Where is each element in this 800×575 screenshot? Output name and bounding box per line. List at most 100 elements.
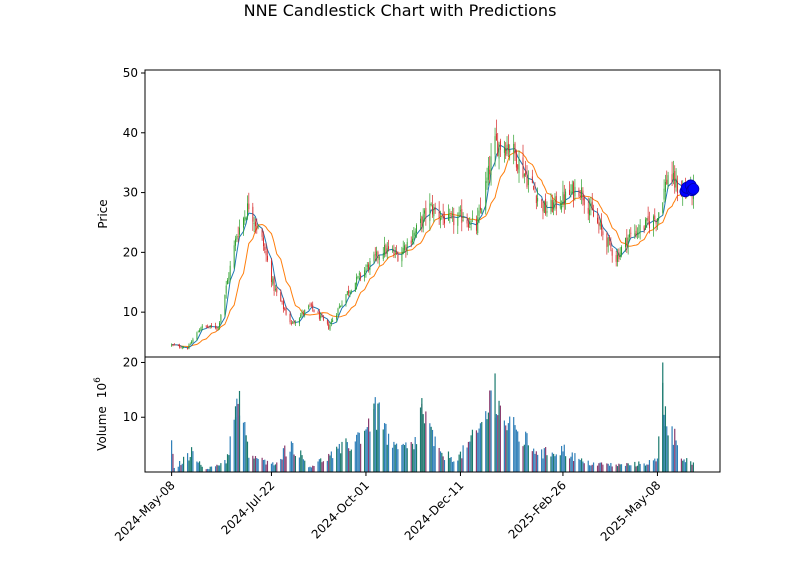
volume-bar xyxy=(357,432,359,472)
volume-bar xyxy=(290,441,293,472)
volume-bar xyxy=(505,425,507,472)
candle-body xyxy=(188,344,190,349)
volume-bar xyxy=(401,444,403,472)
candle-body xyxy=(354,282,356,292)
volume-bar xyxy=(321,462,323,472)
volume-bar xyxy=(274,464,277,472)
volume-bar xyxy=(639,463,641,472)
volume-bar xyxy=(385,423,387,472)
candle-body xyxy=(582,190,584,201)
candle-body xyxy=(313,309,315,312)
volume-bar xyxy=(583,463,585,472)
candle-body xyxy=(209,325,211,327)
volume-bar xyxy=(244,421,246,472)
volume-bar xyxy=(638,461,640,472)
candle-body xyxy=(276,288,278,293)
candle-body xyxy=(317,311,319,314)
volume-bar xyxy=(322,461,324,472)
candle-body xyxy=(462,220,464,222)
candle-body xyxy=(522,157,524,177)
candle-body xyxy=(207,326,209,328)
candle-body xyxy=(412,238,413,243)
candle-body xyxy=(236,236,238,240)
candle-body xyxy=(573,182,575,200)
candle-body xyxy=(225,285,227,294)
candle-body xyxy=(619,252,621,257)
candle-body xyxy=(247,203,248,217)
candle-body xyxy=(505,149,507,156)
volume-bar xyxy=(273,465,275,472)
candle-body xyxy=(360,274,362,278)
volume-bar xyxy=(600,462,603,472)
volume-bar xyxy=(365,429,367,472)
volume-bar xyxy=(692,462,694,472)
candle-body xyxy=(553,202,555,210)
volume-bar xyxy=(590,465,592,472)
candle-body xyxy=(629,234,630,238)
candle-body xyxy=(546,210,548,213)
volume-bar xyxy=(533,448,535,472)
volume-bar xyxy=(466,447,468,472)
volume-bar xyxy=(486,419,488,472)
candle-body xyxy=(434,207,436,210)
volume-bar xyxy=(192,451,194,472)
volume-bar xyxy=(507,423,509,472)
volume-bar xyxy=(646,464,648,472)
candle-body xyxy=(543,201,545,213)
candle-body xyxy=(479,207,481,210)
candle-body xyxy=(449,215,451,217)
candle-body xyxy=(563,194,565,204)
volume-bar xyxy=(364,430,366,472)
volume-bar xyxy=(402,443,404,472)
candle-body xyxy=(514,143,516,155)
candle-body xyxy=(416,225,417,233)
volume-bar xyxy=(206,468,209,472)
candle-body xyxy=(245,217,247,220)
volume-bar xyxy=(382,429,384,472)
volume-bar xyxy=(341,441,343,472)
volume-bar xyxy=(535,451,537,472)
volume-bar xyxy=(397,449,399,472)
candle-body xyxy=(626,237,628,247)
candle-body xyxy=(301,312,303,316)
volume-bar xyxy=(179,461,181,472)
candle-body xyxy=(378,256,380,260)
volume-bar xyxy=(555,454,557,472)
x-tick-label: 2024-Oct-01 xyxy=(309,478,372,541)
volume-bar xyxy=(615,464,617,472)
candle-body xyxy=(542,201,544,212)
volume-bar xyxy=(561,445,563,472)
volume-bar xyxy=(252,455,254,472)
volume-bar xyxy=(340,453,342,472)
volume-bar xyxy=(224,459,226,472)
volume-bar xyxy=(301,455,303,472)
volume-bar xyxy=(189,457,191,472)
volume-bar xyxy=(450,457,452,472)
candle-body xyxy=(666,179,668,184)
volume-bar xyxy=(422,414,424,472)
volume-bar xyxy=(414,437,416,472)
candle-body xyxy=(589,209,591,216)
candle-body xyxy=(645,219,646,230)
volume-bar xyxy=(253,458,255,472)
volume-bar xyxy=(664,406,667,472)
candle-body xyxy=(397,254,399,262)
volume-bar xyxy=(233,419,235,472)
volume-bar xyxy=(691,464,693,472)
candle-body xyxy=(272,278,274,284)
volume-bar xyxy=(304,460,306,472)
volume-bar xyxy=(686,458,688,472)
volume-bar xyxy=(644,465,647,472)
candle-body xyxy=(555,195,557,209)
volume-bar xyxy=(383,423,386,472)
volume-bar xyxy=(266,460,269,472)
candle-body xyxy=(294,322,296,324)
candle-body xyxy=(562,191,564,204)
volume-bar xyxy=(451,461,454,472)
price-y-ticks: 10 20 30 40 50 xyxy=(123,66,145,319)
volume-bar xyxy=(683,459,685,472)
volume-bar xyxy=(188,460,190,472)
volume-bar xyxy=(485,411,487,472)
volume-bar xyxy=(336,446,338,472)
